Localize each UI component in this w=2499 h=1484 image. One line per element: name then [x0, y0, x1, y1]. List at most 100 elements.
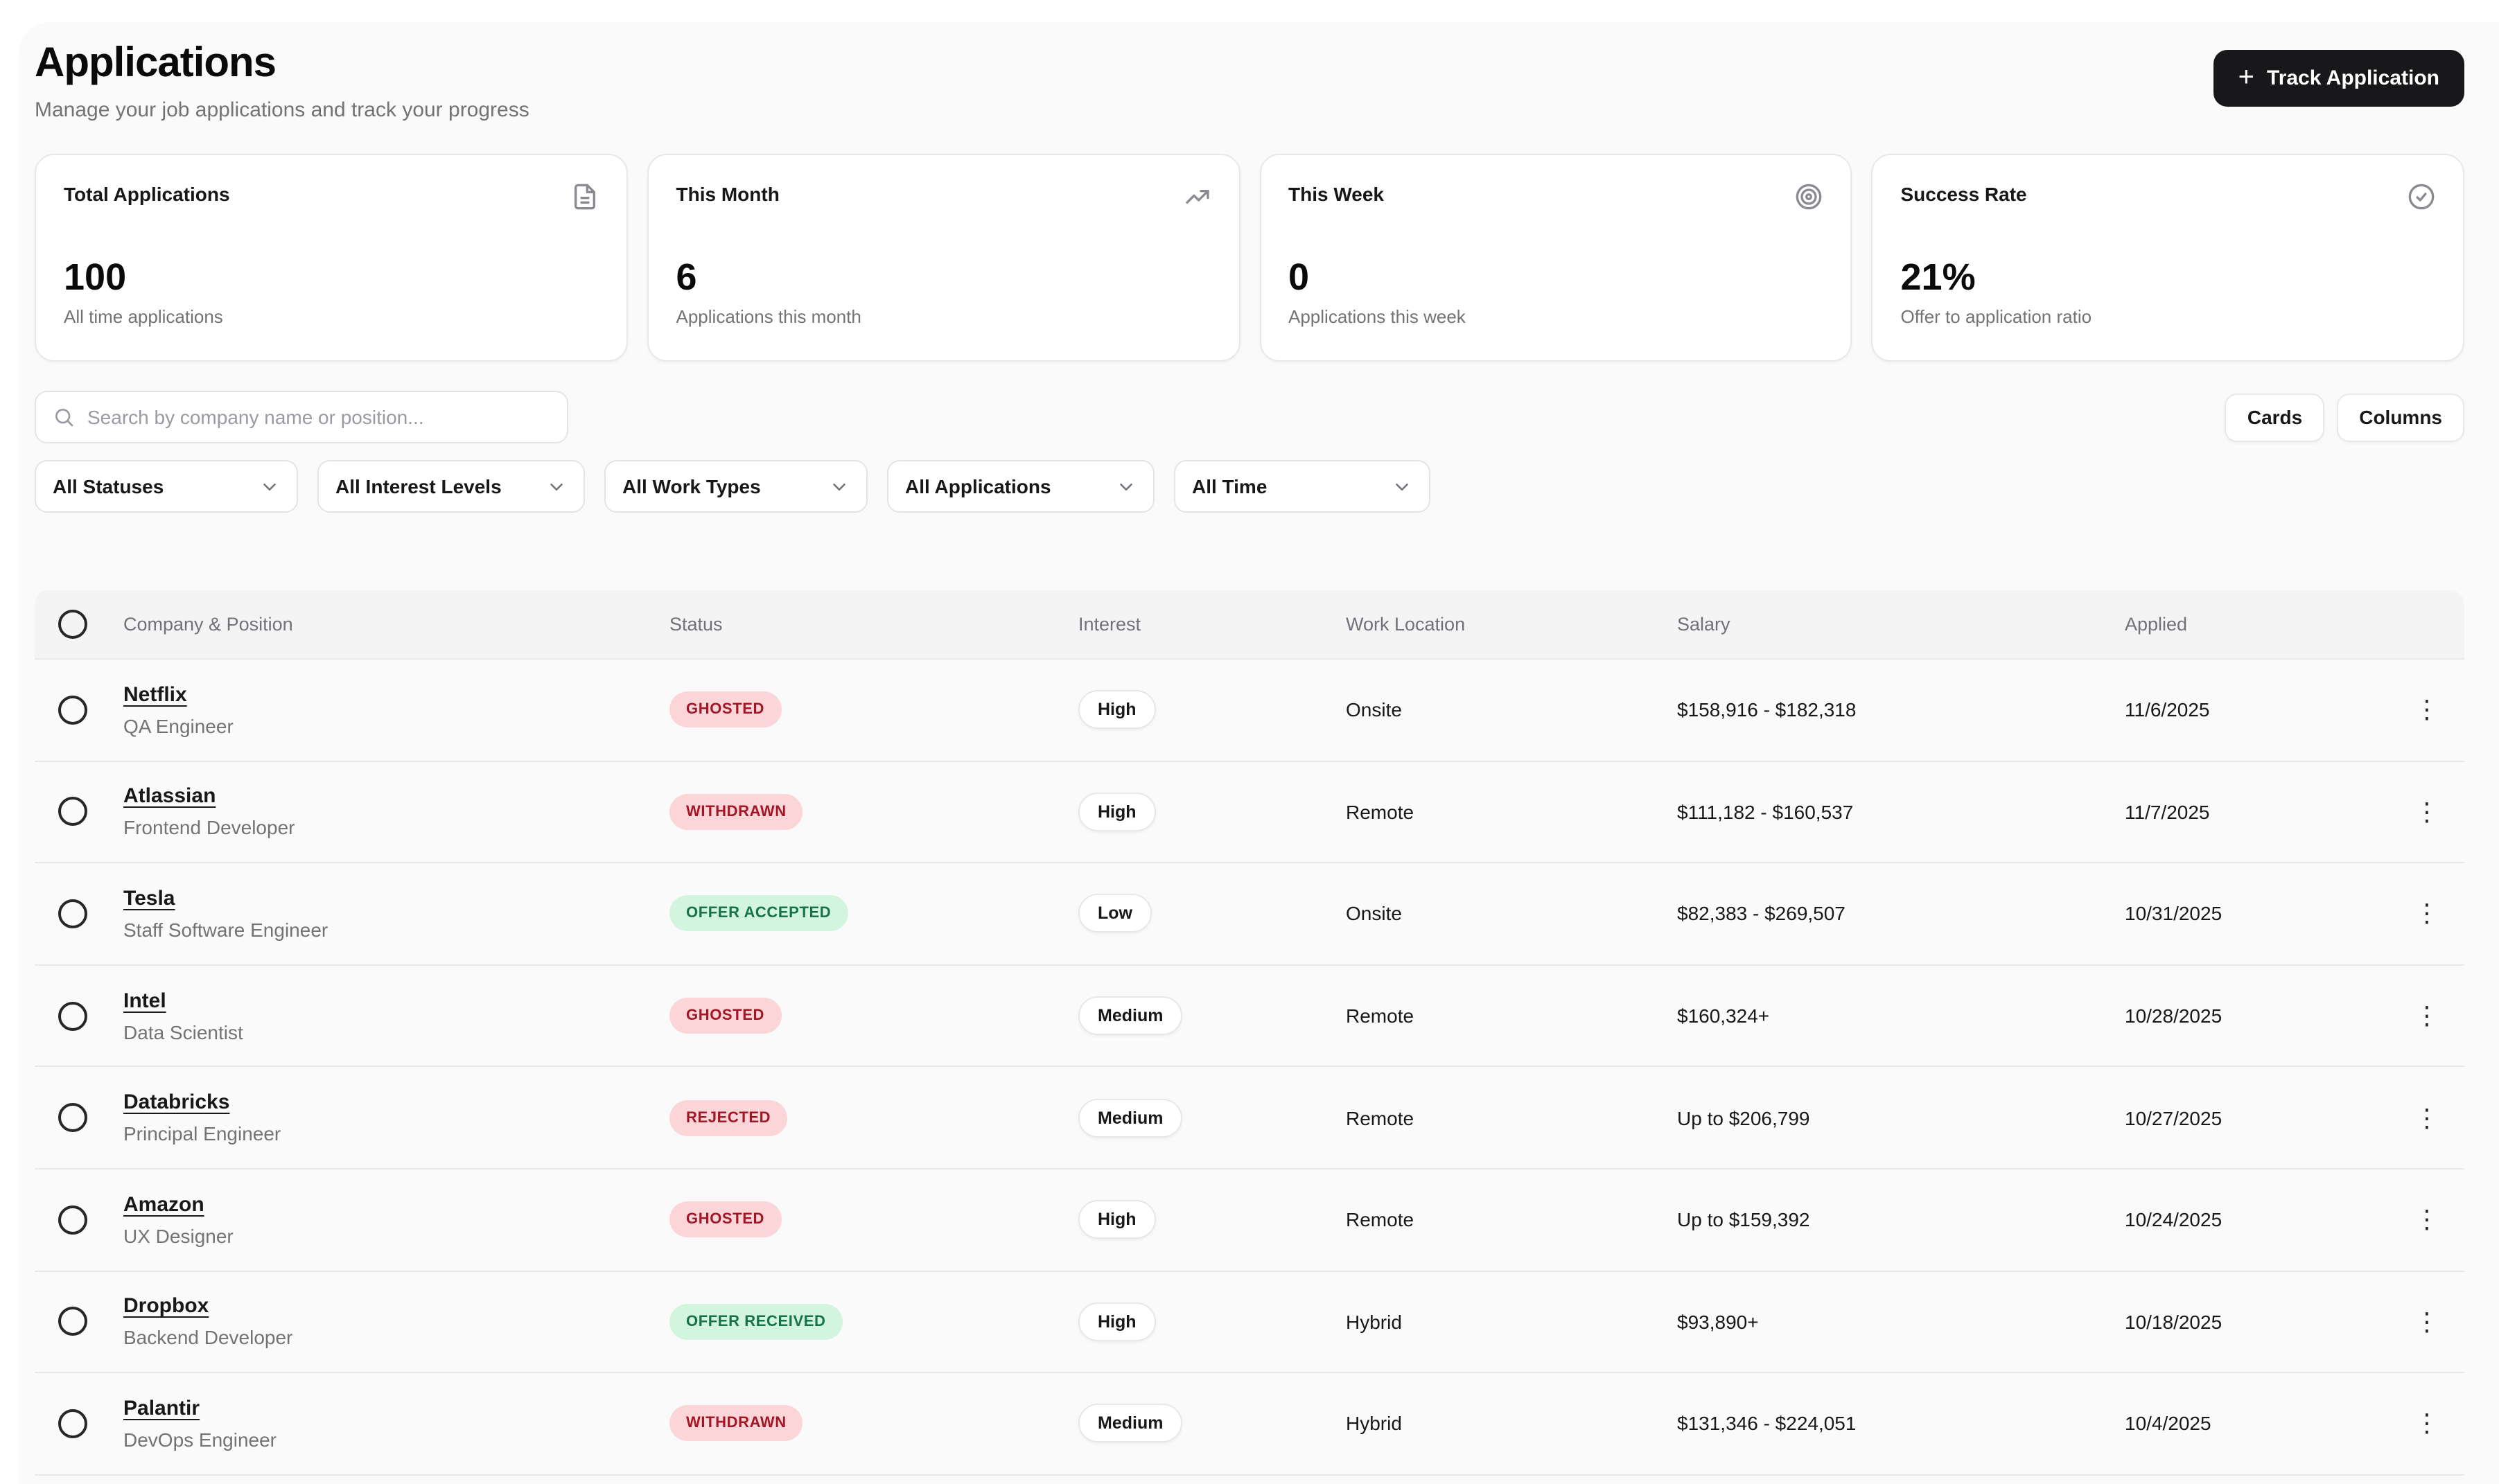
column-header-company: Company & Position	[123, 614, 293, 635]
stat-value: 6	[676, 256, 697, 298]
interest-badge: Low	[1078, 894, 1152, 933]
stat-value: 100	[64, 256, 127, 298]
salary-value: $131,346 - $224,051	[1677, 1412, 1857, 1435]
salary-value: $111,182 - $160,537	[1677, 800, 1854, 823]
salary-value: $158,916 - $182,318	[1677, 698, 1857, 721]
search-input[interactable]	[87, 406, 550, 428]
status-badge: WITHDRAWN	[669, 1405, 803, 1442]
status-filter-dropdown[interactable]: All Statuses	[35, 460, 298, 513]
view-toggle: Cards Columns	[2225, 393, 2464, 441]
column-header-location: Work Location	[1346, 614, 1466, 635]
time-filter-dropdown[interactable]: All Time	[1174, 460, 1430, 513]
status-badge: GHOSTED	[669, 998, 781, 1034]
work-type-filter-dropdown[interactable]: All Work Types	[604, 460, 868, 513]
row-checkbox[interactable]	[58, 899, 87, 928]
position-label: Principal Engineer	[123, 1122, 281, 1145]
column-header-salary: Salary	[1677, 614, 1730, 635]
stat-sublabel: Applications this month	[676, 306, 861, 327]
search-row: Cards Columns	[35, 391, 2464, 443]
row-actions-kebab-icon[interactable]: ⋮	[2414, 899, 2439, 928]
stat-value: 21%	[1900, 256, 1976, 298]
stat-label: Success Rate	[1900, 183, 2027, 205]
row-actions-kebab-icon[interactable]: ⋮	[2414, 1002, 2439, 1030]
column-header-interest: Interest	[1078, 614, 1141, 635]
company-link[interactable]: Netflix	[123, 682, 187, 707]
page-title: Applications	[35, 40, 277, 86]
row-actions-kebab-icon[interactable]: ⋮	[2414, 1104, 2439, 1132]
table-row: Palantir DevOps Engineer WITHDRAWN Mediu…	[35, 1373, 2464, 1476]
applications-filter-dropdown[interactable]: All Applications	[887, 460, 1155, 513]
company-link[interactable]: Dropbox	[123, 1294, 209, 1318]
company-link[interactable]: Atlassian	[123, 784, 216, 809]
applied-date-value: 10/28/2025	[2125, 1005, 2222, 1027]
row-checkbox[interactable]	[58, 1103, 87, 1133]
status-badge: OFFER RECEIVED	[669, 1303, 843, 1340]
work-location-value: Remote	[1346, 1208, 1414, 1231]
work-location-value: Hybrid	[1346, 1412, 1402, 1435]
columns-view-button[interactable]: Columns	[2337, 393, 2464, 441]
status-badge: WITHDRAWN	[669, 793, 803, 830]
position-label: QA Engineer	[123, 714, 234, 737]
salary-value: Up to $159,392	[1677, 1208, 1810, 1231]
search-box	[35, 391, 568, 443]
chevron-down-icon	[263, 483, 276, 490]
row-checkbox[interactable]	[58, 695, 87, 725]
row-actions-kebab-icon[interactable]: ⋮	[2414, 1409, 2439, 1438]
stat-card-total: Total Applications 100 All time applicat…	[35, 154, 628, 362]
applied-date-value: 10/27/2025	[2125, 1106, 2222, 1129]
company-link[interactable]: Tesla	[123, 886, 175, 910]
row-checkbox[interactable]	[58, 1408, 87, 1438]
chevron-down-icon	[550, 483, 563, 490]
row-checkbox[interactable]	[58, 797, 87, 827]
file-text-icon	[571, 183, 599, 211]
stat-label: Total Applications	[64, 183, 230, 205]
stat-sublabel: All time applications	[64, 306, 223, 327]
chevron-down-icon	[833, 483, 845, 490]
track-application-button[interactable]: + Track Application	[2213, 50, 2464, 107]
cards-view-button[interactable]: Cards	[2225, 393, 2325, 441]
filter-label: All Interest Levels	[335, 475, 502, 497]
applications-table: Company & Position Status Interest Work …	[35, 590, 2464, 1476]
filter-label: All Work Types	[622, 475, 761, 497]
work-location-value: Remote	[1346, 1005, 1414, 1027]
row-actions-kebab-icon[interactable]: ⋮	[2414, 696, 2439, 724]
position-label: Backend Developer	[123, 1326, 293, 1349]
row-checkbox[interactable]	[58, 1307, 87, 1336]
row-actions-kebab-icon[interactable]: ⋮	[2414, 797, 2439, 826]
company-link[interactable]: Intel	[123, 989, 166, 1013]
stat-sublabel: Offer to application ratio	[1900, 306, 2092, 327]
salary-value: $82,383 - $269,507	[1677, 902, 1845, 925]
stat-value: 0	[1288, 256, 1310, 298]
interest-badge: Medium	[1078, 996, 1183, 1036]
interest-badge: Medium	[1078, 1404, 1183, 1443]
row-actions-kebab-icon[interactable]: ⋮	[2414, 1205, 2439, 1234]
salary-value: Up to $206,799	[1677, 1106, 1810, 1129]
interest-filter-dropdown[interactable]: All Interest Levels	[317, 460, 585, 513]
stats-row: Total Applications 100 All time applicat…	[35, 154, 2464, 362]
table-row: Databricks Principal Engineer REJECTED M…	[35, 1068, 2464, 1169]
position-label: UX Designer	[123, 1224, 234, 1247]
filter-label: All Applications	[905, 475, 1051, 497]
column-header-applied: Applied	[2125, 614, 2188, 635]
company-link[interactable]: Palantir	[123, 1396, 200, 1420]
column-header-status: Status	[669, 614, 723, 635]
applied-date-value: 10/31/2025	[2125, 902, 2222, 925]
work-location-value: Onsite	[1346, 698, 1402, 721]
row-checkbox[interactable]	[58, 1001, 87, 1031]
status-badge: OFFER ACCEPTED	[669, 895, 848, 932]
track-application-label: Track Application	[2267, 67, 2439, 90]
applied-date-value: 10/4/2025	[2125, 1412, 2211, 1435]
work-location-value: Onsite	[1346, 902, 1402, 925]
select-all-checkbox[interactable]	[58, 610, 87, 639]
row-actions-kebab-icon[interactable]: ⋮	[2414, 1307, 2439, 1336]
company-link[interactable]: Databricks	[123, 1090, 230, 1115]
salary-value: $93,890+	[1677, 1310, 1759, 1333]
company-link[interactable]: Amazon	[123, 1192, 204, 1217]
table-row: Tesla Staff Software Engineer OFFER ACCE…	[35, 863, 2464, 966]
applied-date-value: 11/7/2025	[2125, 800, 2210, 823]
row-checkbox[interactable]	[58, 1205, 87, 1235]
table-body: Netflix QA Engineer GHOSTED High Onsite …	[35, 660, 2464, 1476]
stat-card-week: This Week 0 Applications this week	[1259, 154, 1852, 362]
interest-badge: Medium	[1078, 1098, 1183, 1138]
